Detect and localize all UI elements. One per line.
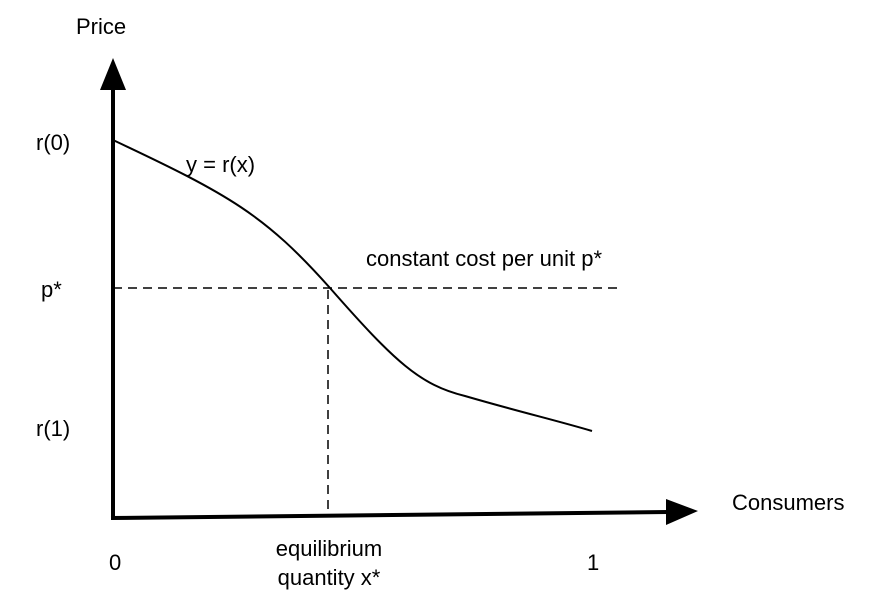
x-tick-zero: 0 xyxy=(109,550,121,575)
cost-line-label: constant cost per unit p* xyxy=(366,246,602,271)
x-axis xyxy=(110,510,669,520)
curve-label: y = r(x) xyxy=(186,152,255,177)
y-tick-r1: r(1) xyxy=(36,416,70,441)
x-axis-label: Consumers xyxy=(732,490,844,515)
x-axis-arrowhead xyxy=(666,499,698,525)
y-tick-p-star: p* xyxy=(41,277,62,302)
y-tick-r0: r(0) xyxy=(36,130,70,155)
y-axis-arrowhead xyxy=(100,58,126,90)
equilibrium-label-line1: equilibrium xyxy=(276,536,382,561)
equilibrium-label-line2: quantity x* xyxy=(278,565,381,590)
y-axis-label: Price xyxy=(76,14,126,39)
x-tick-one: 1 xyxy=(587,550,599,575)
demand-curve xyxy=(112,139,593,432)
